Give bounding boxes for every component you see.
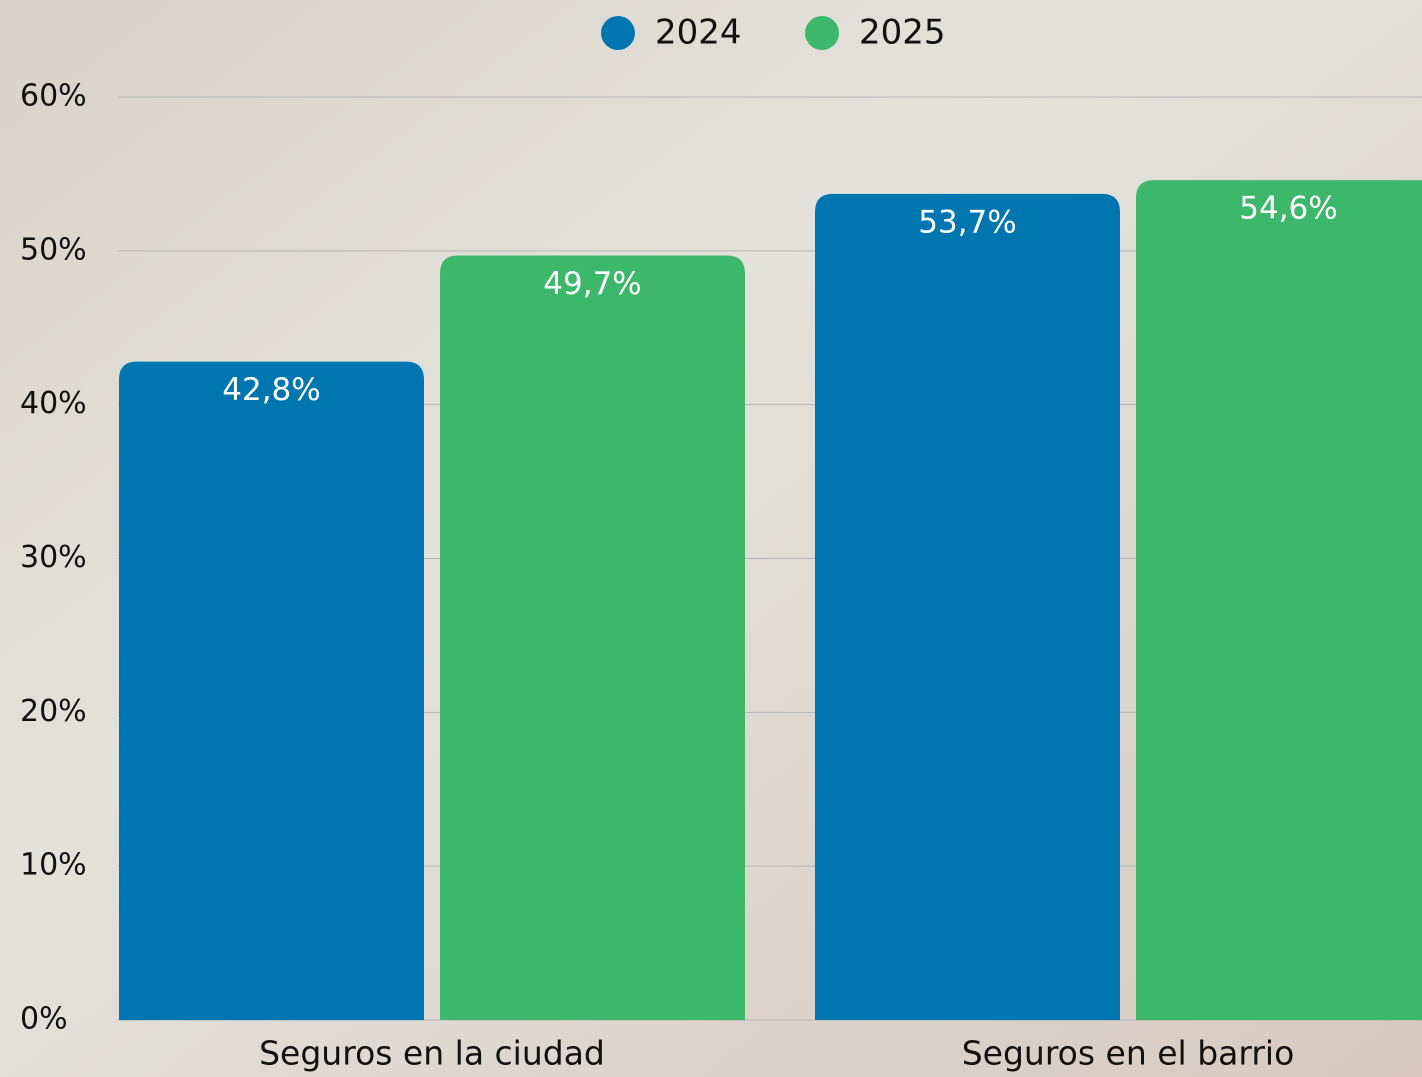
page: 0% 10% 20% 30% 40% 50% 60% 2024 2025 Seguros en l… — [0, 0, 1422, 1077]
legend-marker — [805, 16, 839, 50]
y-tick-label: 40% — [20, 386, 87, 421]
y-tick-label: 20% — [20, 694, 87, 729]
bar — [440, 255, 745, 1020]
bar — [119, 362, 424, 1020]
x-tick-label: Seguros en el barrio — [962, 1034, 1295, 1073]
value-label: 53,7% — [918, 204, 1016, 240]
x-tick-label: Seguros en la ciudad — [259, 1034, 605, 1073]
y-tick-label: 60% — [20, 79, 87, 114]
legend-label: 2025 — [859, 13, 946, 53]
legend-label: 2024 — [655, 13, 742, 53]
value-label: 54,6% — [1239, 191, 1337, 227]
value-label: 42,8% — [222, 372, 320, 408]
bar — [815, 194, 1120, 1020]
value-label: 49,7% — [543, 266, 641, 302]
bar — [1136, 180, 1422, 1020]
y-tick-label: 10% — [20, 848, 87, 883]
legend-marker — [601, 16, 635, 50]
y-tick-label: 0% — [20, 1002, 68, 1037]
chart: 0% 10% 20% 30% 40% 50% 60% 2024 2025 Seguros en l… — [0, 0, 1422, 1077]
y-tick-label: 50% — [20, 232, 87, 267]
y-tick-label: 30% — [20, 540, 87, 575]
